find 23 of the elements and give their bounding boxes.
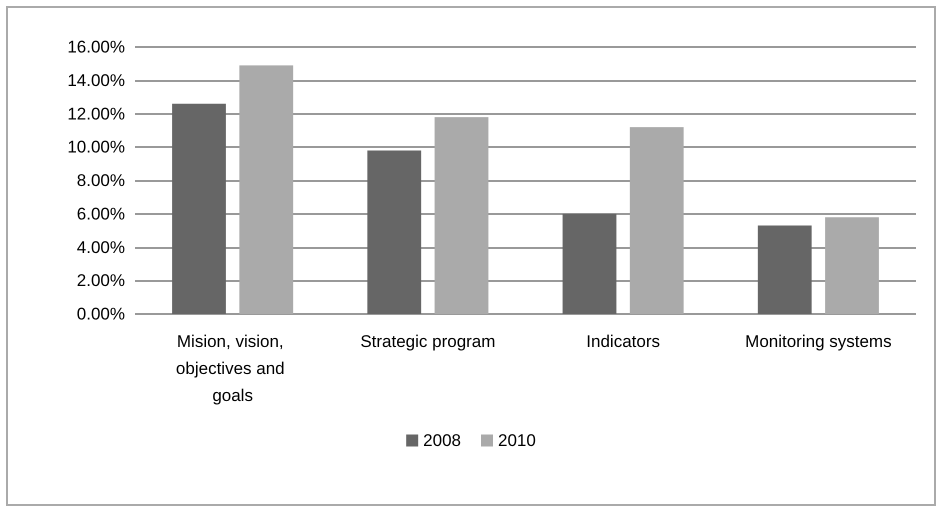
x-tick-label: Strategic program [360, 332, 496, 351]
x-tick-label: Monitoring systems [745, 332, 892, 351]
y-tick-label: 2.00% [76, 271, 125, 290]
bar [630, 127, 684, 314]
bar [434, 117, 488, 314]
bar [367, 150, 422, 314]
y-tick-label: 12.00% [67, 104, 125, 124]
bar [562, 214, 616, 314]
bar [239, 65, 294, 314]
x-tick-label: Indicators [586, 332, 660, 351]
y-tick-label: 16.00% [67, 38, 125, 56]
y-tick-label: 4.00% [76, 238, 125, 257]
bar [825, 217, 879, 314]
bar [172, 104, 226, 314]
bar [758, 226, 812, 314]
y-tick-label: 0.00% [76, 304, 125, 324]
y-tick-label: 14.00% [67, 70, 125, 90]
legend-label: 2008 [423, 431, 462, 450]
y-tick-label: 10.00% [67, 138, 125, 157]
y-tick-label: 8.00% [76, 171, 125, 190]
x-tick-label: Mision, vision, objectives and goals [176, 332, 290, 405]
y-tick-label: 6.00% [76, 204, 125, 224]
legend-label: 2010 [498, 431, 536, 450]
